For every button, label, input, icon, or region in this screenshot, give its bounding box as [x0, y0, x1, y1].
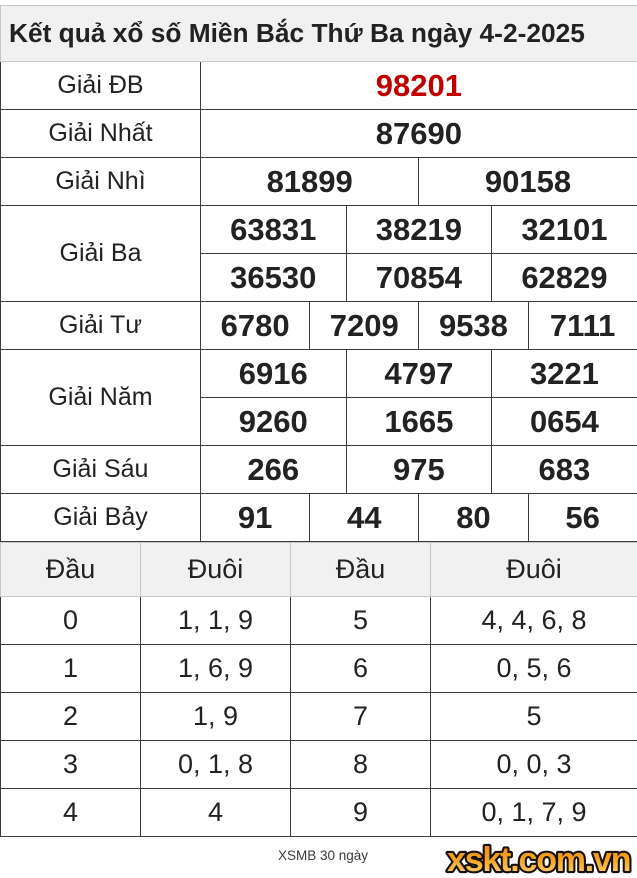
svg-text:xskt.com.vn: xskt.com.vn	[447, 841, 630, 878]
